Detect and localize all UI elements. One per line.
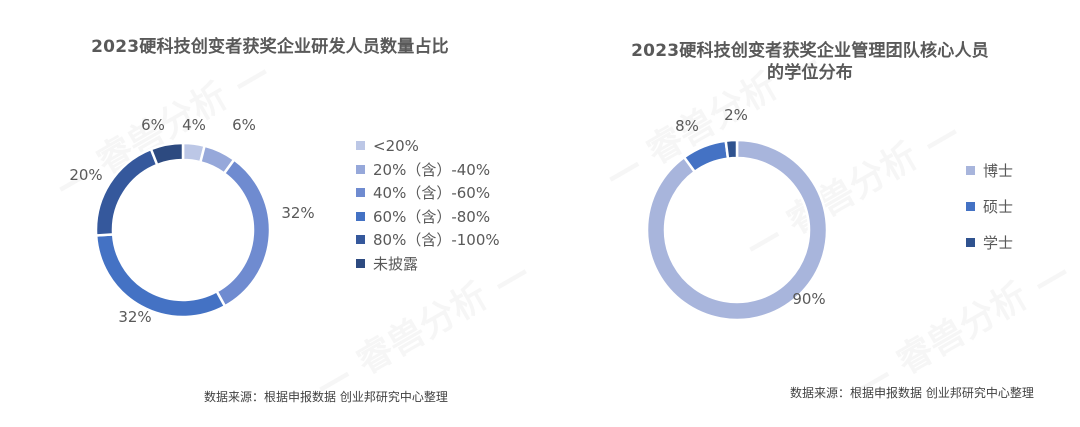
chart-title: 2023硬科技创变者获奖企业研发人员数量占比 — [91, 37, 449, 57]
legend-item: <20% — [356, 134, 500, 158]
chart-legend: <20% 20%（含）-40% 40%（含）-60% 60%（含）-80% 80%（含）… — [356, 134, 500, 275]
donut-segment — [94, 147, 159, 237]
data-source-note: 数据来源：根据申报数据 创业邦研究中心整理 — [790, 386, 1034, 400]
legend-label: <20% — [373, 136, 419, 155]
legend-item: 60%（含）-80% — [356, 205, 500, 229]
donut-segment — [645, 138, 829, 322]
legend-item: 学士 — [966, 224, 1013, 260]
legend-item: 未披露 — [356, 252, 500, 276]
data-source-note: 数据来源：根据申报数据 创业邦研究中心整理 — [204, 390, 448, 404]
data-label: 2% — [724, 106, 748, 124]
legend-label: 博士 — [983, 161, 1014, 180]
legend-item: 20%（含）-40% — [356, 158, 500, 182]
chart-title: 2023硬科技创变者获奖企业管理团队核心人员 的学位分布 — [580, 40, 1040, 84]
legend-swatch-icon — [356, 211, 365, 221]
donut-chart: 90% 8% 2% — [645, 106, 829, 322]
donut-segment — [149, 141, 185, 167]
legend-item: 博士 — [966, 152, 1013, 188]
legend-item: 80%（含）-100% — [356, 228, 500, 252]
chart-legend: 博士 硕士 学士 — [966, 152, 1013, 260]
legend-label: 学士 — [983, 233, 1014, 252]
legend-swatch-icon — [356, 188, 365, 198]
legend-item: 40%（含）-60% — [356, 181, 500, 205]
chart-title-line-2: 的学位分布 — [767, 63, 853, 83]
data-label: 32% — [118, 308, 151, 326]
data-label: 20% — [69, 166, 102, 184]
legend-item: 硕士 — [966, 188, 1013, 224]
legend-label: 40%（含）-60% — [373, 184, 491, 203]
data-label: 90% — [792, 290, 825, 308]
donut-chart: 4% 6% 32% 32% 20% 6% — [69, 116, 314, 326]
legend-swatch-icon — [966, 201, 975, 211]
legend-label: 20%（含）-40% — [373, 160, 491, 179]
legend-swatch-icon — [356, 235, 365, 245]
donut-segment — [215, 157, 272, 308]
chart-title-line-1: 2023硬科技创变者获奖企业管理团队核心人员 — [631, 41, 989, 61]
legend-swatch-icon — [356, 141, 365, 151]
legend-swatch-icon — [356, 164, 365, 174]
donut-segment — [682, 139, 730, 174]
data-label: 6% — [141, 116, 165, 134]
legend-label: 未披露 — [373, 254, 419, 273]
data-label: 32% — [281, 204, 314, 222]
chart-degree-distribution: 2023硬科技创变者获奖企业管理团队核心人员 的学位分布 90% 8% 2% 博士硕… — [540, 0, 1080, 427]
legend-swatch-icon — [356, 258, 365, 268]
data-label: 6% — [232, 116, 256, 134]
chart-rd-staff-ratio: 2023硬科技创变者获奖企业研发人员数量占比 4% 6% 32% 32% 20% 6% <… — [69, 37, 500, 404]
legend-label: 硕士 — [983, 197, 1014, 216]
donut-segment — [724, 138, 739, 160]
legend-label: 80%（含）-100% — [373, 231, 500, 250]
legend-label: 60%（含）-80% — [373, 207, 491, 226]
legend-swatch-icon — [966, 237, 975, 247]
data-label: 8% — [675, 117, 699, 135]
data-label: 4% — [182, 116, 206, 134]
donut-segment — [94, 233, 227, 319]
legend-swatch-icon — [966, 165, 975, 175]
